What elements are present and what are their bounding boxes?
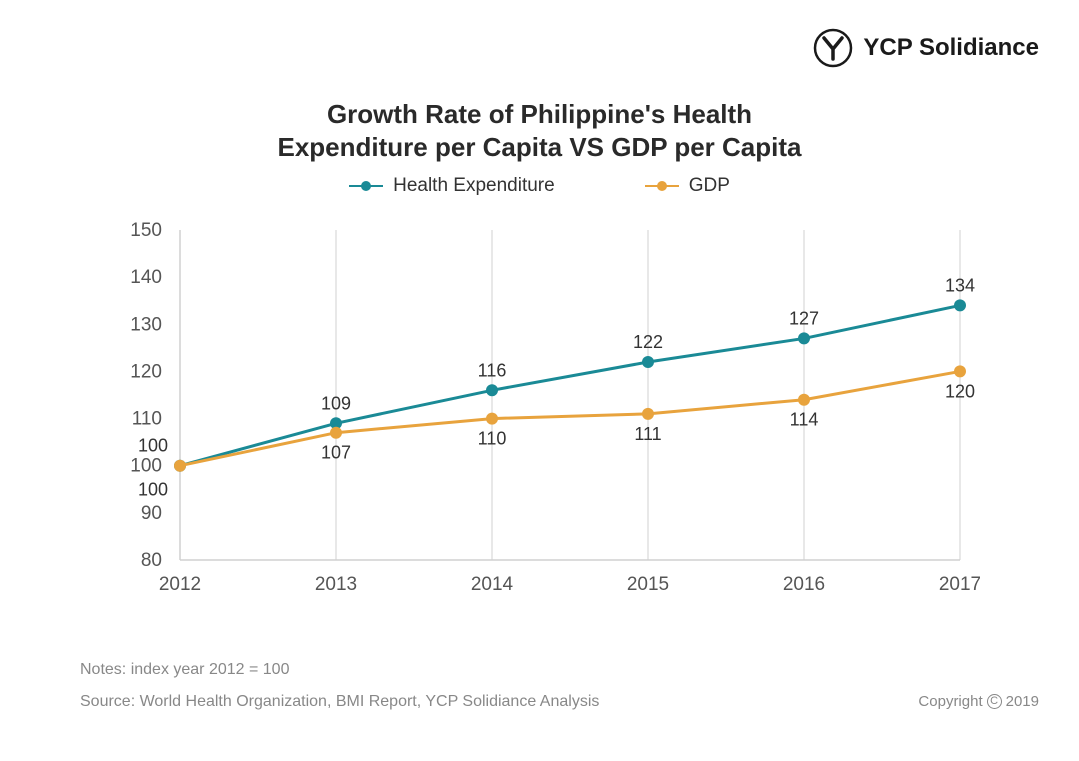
legend-item-1: GDP (645, 175, 730, 197)
y-tick-label: 100 (130, 456, 162, 477)
data-label: 114 (790, 410, 819, 430)
series-marker (954, 299, 966, 311)
copyright-prefix: Copyright (918, 693, 982, 710)
y-tick-label: 120 (130, 361, 162, 382)
series-line (180, 371, 960, 465)
data-label: 120 (945, 381, 975, 401)
brand-name: YCP Solidiance (863, 34, 1039, 62)
series-marker (642, 408, 654, 420)
data-label: 122 (633, 332, 663, 352)
data-label: 107 (321, 443, 351, 463)
data-label: 100 (138, 480, 168, 500)
x-tick-label: 2016 (783, 574, 825, 595)
legend-label: GDP (689, 175, 730, 197)
x-tick-label: 2014 (471, 574, 514, 595)
y-tick-label: 90 (141, 503, 162, 524)
x-tick-label: 2015 (627, 574, 669, 595)
chart-legend: Health Expenditure GDP (0, 175, 1079, 197)
data-label: 127 (789, 308, 819, 328)
brand-logo: YCP Solidiance (813, 28, 1039, 68)
copyright-symbol: C (987, 694, 1002, 709)
chart-footer: Notes: index year 2012 = 100 Source: Wor… (80, 661, 1039, 711)
chart-title-line2: Expenditure per Capita VS GDP per Capita (0, 131, 1079, 164)
y-tick-label: 140 (130, 267, 162, 288)
legend-swatch (645, 181, 679, 191)
series-marker (798, 332, 810, 344)
x-tick-label: 2017 (939, 574, 980, 595)
series-marker (174, 460, 186, 472)
footer-notes: Notes: index year 2012 = 100 (80, 661, 1039, 679)
footer-source: Source: World Health Organization, BMI R… (80, 693, 599, 711)
data-label: 111 (634, 424, 661, 444)
data-label: 100 (138, 436, 168, 456)
series-marker (486, 384, 498, 396)
footer-copyright: Copyright C 2019 (918, 693, 1039, 710)
y-tick-label: 150 (130, 220, 162, 241)
chart-title-line1: Growth Rate of Philippine's Health (0, 98, 1079, 131)
legend-label: Health Expenditure (393, 175, 555, 197)
legend-item-0: Health Expenditure (349, 175, 555, 197)
series-marker (798, 394, 810, 406)
y-tick-label: 80 (141, 550, 162, 571)
series-marker (954, 365, 966, 377)
x-tick-label: 2013 (315, 574, 357, 595)
ycp-logo-icon (813, 28, 853, 68)
data-label: 109 (321, 393, 351, 413)
y-tick-label: 130 (130, 314, 162, 335)
legend-swatch (349, 181, 383, 191)
series-marker (642, 356, 654, 368)
data-label: 116 (478, 360, 507, 380)
copyright-year: 2019 (1006, 693, 1039, 710)
line-chart: 80 90 100 110 120 130 140 150 2012 2013 2014 2015 20… (100, 210, 980, 610)
chart-title: Growth Rate of Philippine's Health Expen… (0, 98, 1079, 163)
data-label: 134 (945, 275, 975, 295)
y-tick-label: 110 (132, 409, 162, 430)
data-label: 110 (478, 429, 507, 449)
chart-container: YCP Solidiance Growth Rate of Philippine… (0, 0, 1079, 761)
series-marker (330, 427, 342, 439)
series-marker (486, 413, 498, 425)
x-tick-label: 2012 (159, 574, 201, 595)
